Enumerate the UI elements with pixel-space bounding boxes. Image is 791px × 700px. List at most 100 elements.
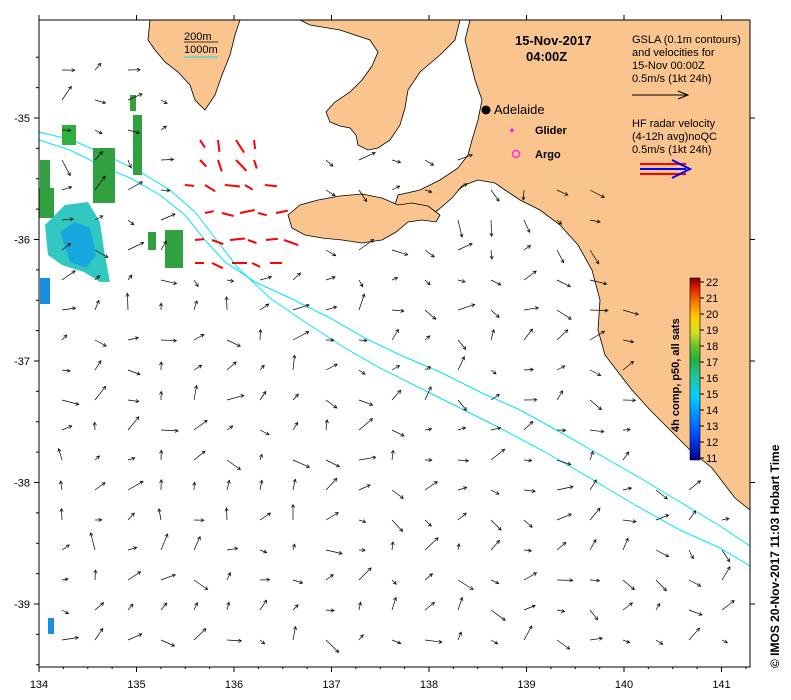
- gsla-vector-head: [665, 553, 670, 558]
- gsla-vector-head: [495, 393, 500, 398]
- gsla-vector-head: [496, 539, 500, 544]
- gsla-vector-head: [372, 455, 377, 460]
- gsla-vector: [94, 63, 102, 71]
- gsla-vector-head: [597, 372, 602, 376]
- gsla-scale-arrow-icon: [677, 90, 690, 100]
- gsla-vector: [58, 448, 63, 461]
- gsla-vector-head: [258, 328, 263, 333]
- gsla-vector-head: [294, 421, 299, 426]
- gsla-vector: [61, 425, 72, 431]
- gsla-vector: [523, 270, 537, 281]
- depth-legend-200m: 200m: [184, 31, 212, 43]
- x-tick-label: 137: [322, 679, 340, 691]
- gsla-vector: [325, 639, 339, 653]
- hf-radar-vector: [283, 239, 299, 247]
- hf-radar-vector: [221, 212, 234, 217]
- gsla-vector: [424, 366, 431, 371]
- gsla-vector-head: [159, 302, 164, 307]
- gsla-vector: [688, 549, 694, 559]
- gsla-vector-head: [203, 419, 208, 424]
- gsla-vector-head: [400, 308, 405, 313]
- gsla-vector-head: [102, 343, 107, 347]
- gsla-vector: [589, 249, 600, 265]
- gsla-vector: [160, 213, 176, 221]
- gsla-vector: [589, 479, 597, 491]
- gsla-vector: [325, 249, 336, 257]
- gsla-vector-head: [393, 276, 399, 281]
- gsla-vector-head: [626, 427, 631, 432]
- hf-radar-vector: [275, 209, 288, 214]
- gsla-vector: [688, 579, 701, 587]
- gsla-vector-head: [497, 426, 502, 431]
- gsla-vector-head: [335, 648, 340, 653]
- gsla-vector: [358, 189, 367, 202]
- gsla-vector: [655, 489, 668, 500]
- gsla-vector: [94, 339, 107, 347]
- gsla-vector: [490, 579, 499, 584]
- hf-radar-vector: [265, 237, 279, 241]
- gsla-vector: [358, 293, 365, 311]
- hf-radar-vector: [199, 139, 206, 149]
- gsla-vector: [424, 386, 432, 401]
- gsla-vector: [259, 480, 263, 491]
- gsla-vector-head: [333, 363, 338, 368]
- gsla-vector-head: [170, 157, 175, 162]
- gsla-vector: [655, 579, 667, 591]
- gsla-vector-head: [137, 571, 142, 575]
- gsla-vector: [94, 275, 101, 281]
- gsla-vector: [259, 391, 266, 401]
- gsla-vector-head: [331, 192, 336, 197]
- gsla-vector-head: [238, 638, 243, 643]
- gsla-vector-head: [428, 427, 433, 432]
- gsla-vector: [589, 219, 601, 223]
- gsla-vector-head: [128, 274, 133, 279]
- gsla-vector: [457, 486, 467, 491]
- gsla-vector: [457, 219, 463, 238]
- gsla-vector: [127, 219, 135, 226]
- gsla-vector-head: [597, 406, 602, 411]
- gsla-vector-head: [497, 281, 502, 286]
- gsla-vector: [127, 399, 139, 402]
- gsla-vector: [622, 579, 635, 590]
- gsla-vector: [457, 631, 462, 641]
- gsla-vector: [688, 627, 700, 641]
- gsla-vector-head: [630, 339, 635, 344]
- hf-radar-vector: [253, 139, 257, 150]
- gsla-vector-head: [101, 175, 106, 180]
- gsla-vector: [259, 639, 265, 645]
- gsla-vector-head: [696, 480, 701, 485]
- gsla-vector: [292, 331, 309, 341]
- gsla-vector: [589, 369, 601, 376]
- gsla-vector-head: [564, 192, 569, 196]
- gsla-vector-head: [495, 197, 500, 202]
- gsla-vector-head: [663, 495, 668, 500]
- imos-credit: © IMOS 20-Nov-2017 11:03 Hobart Time: [768, 444, 782, 668]
- gsla-vector-head: [138, 633, 143, 638]
- gsla-vector-head: [130, 221, 135, 226]
- hf-radar-vector: [199, 159, 208, 168]
- gsla-vector-head: [291, 503, 296, 508]
- gsla-vector: [358, 239, 374, 251]
- plot-frame: [38, 19, 751, 668]
- gsla-vector: [556, 219, 562, 225]
- gsla-vector-head: [596, 219, 601, 224]
- gsla-vector-head: [292, 543, 296, 548]
- gsla-vector: [523, 245, 531, 251]
- glider-marker-icon: ✦: [508, 126, 516, 137]
- gsla-vector-head: [333, 477, 338, 482]
- gsla-vector: [60, 480, 63, 491]
- gsla-info-line-2: and velocities for: [632, 47, 715, 59]
- gsla-vector: [94, 602, 104, 611]
- gsla-vector-head: [292, 478, 297, 483]
- hf-radar-vector: [184, 184, 195, 187]
- gsla-vector-head: [430, 253, 435, 258]
- gsla-vector-head: [194, 602, 198, 607]
- gsla-vector-head: [432, 315, 437, 320]
- gsla-vector-head: [334, 512, 339, 516]
- gsla-vector: [556, 542, 567, 551]
- colorbar-tick-label: 16: [706, 373, 718, 385]
- gsla-vector: [589, 579, 600, 582]
- gsla-vector: [160, 639, 175, 647]
- gsla-vector-head: [338, 551, 343, 555]
- gsla-vector: [358, 519, 366, 523]
